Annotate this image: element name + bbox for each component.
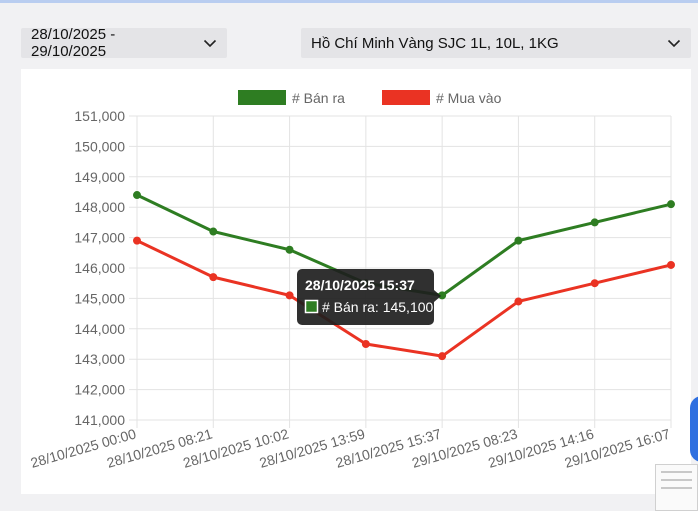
- y-tick-label: 148,000: [74, 199, 125, 215]
- data-point[interactable]: [361, 340, 370, 348]
- legend-swatch[interactable]: [382, 90, 430, 105]
- chevron-down-icon: [667, 35, 681, 52]
- chart-card: 141,000 142,000 143,000 144,000 145,000 146,0…: [21, 69, 691, 494]
- data-point[interactable]: [133, 236, 141, 245]
- date-range-value: 28/10/2025 - 29/10/2025: [31, 26, 116, 60]
- data-point[interactable]: [285, 291, 294, 300]
- data-point[interactable]: [667, 260, 675, 269]
- data-point[interactable]: [438, 352, 447, 361]
- data-point[interactable]: [590, 279, 599, 288]
- legend-label[interactable]: # Mua vào: [436, 90, 502, 106]
- data-point[interactable]: [285, 245, 294, 254]
- top-border-line: [0, 0, 698, 3]
- data-point[interactable]: [590, 218, 599, 227]
- y-tick-label: 151,000: [74, 108, 125, 124]
- tooltip-box: [297, 269, 434, 325]
- data-point[interactable]: [133, 191, 141, 200]
- tooltip-caret: [434, 290, 441, 302]
- y-tick-label: 149,000: [74, 169, 125, 185]
- product-value: Hồ Chí Minh Vàng SJC 1L, 10L, 1KG: [311, 34, 559, 52]
- y-tick-label: 143,000: [74, 351, 125, 367]
- y-tick-label: 141,000: [74, 412, 125, 428]
- data-point[interactable]: [667, 200, 675, 209]
- data-point[interactable]: [514, 297, 523, 306]
- data-point[interactable]: [209, 227, 218, 236]
- y-axis: 141,000 142,000 143,000 144,000 145,000 146,0…: [74, 108, 125, 428]
- product-select[interactable]: Hồ Chí Minh Vàng SJC 1L, 10L, 1KG: [301, 28, 691, 58]
- y-tick-label: 142,000: [74, 382, 125, 398]
- y-tick-label: 146,000: [74, 260, 125, 276]
- tooltip-swatch: [304, 299, 319, 314]
- tooltip-title: 28/10/2025 15:37: [305, 277, 415, 293]
- y-tick-label: 144,000: [74, 321, 125, 337]
- price-line-chart: 141,000 142,000 143,000 144,000 145,000 146,0…: [29, 90, 675, 471]
- floating-side-button[interactable]: [690, 396, 698, 462]
- data-point[interactable]: [514, 236, 523, 245]
- series-line-mua-vao: [136, 239, 672, 358]
- chart-legend[interactable]: # Bán ra # Mua vào: [238, 90, 502, 106]
- tooltip-label: # Bán ra: 145,100: [322, 299, 434, 315]
- date-range-select[interactable]: 28/10/2025 - 29/10/2025: [21, 26, 227, 60]
- thumbnail-preview[interactable]: [655, 464, 698, 511]
- chevron-down-icon: [203, 35, 217, 52]
- chart-tooltip: 28/10/2025 15:37 # Bán ra: 145,100: [297, 269, 441, 325]
- y-tick-label: 147,000: [74, 230, 125, 246]
- legend-label[interactable]: # Bán ra: [292, 90, 345, 106]
- data-point[interactable]: [209, 273, 218, 282]
- y-tick-label: 150,000: [74, 138, 125, 154]
- y-tick-label: 145,000: [74, 290, 125, 306]
- legend-swatch[interactable]: [238, 90, 286, 105]
